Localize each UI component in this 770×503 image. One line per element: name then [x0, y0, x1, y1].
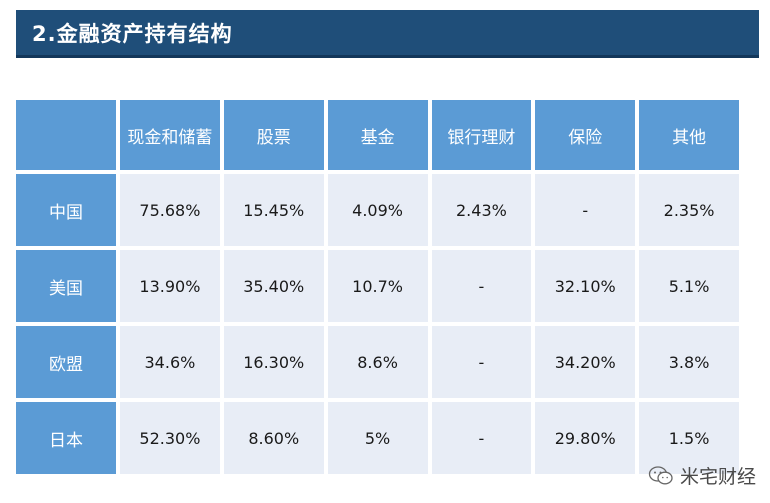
- table-cell: 5%: [327, 402, 428, 474]
- row-label-usa: 美国: [16, 250, 116, 322]
- header-bank-wealth-mgmt: 银行理财: [431, 100, 532, 170]
- header-insurance: 保险: [535, 100, 636, 170]
- row-label-china: 中国: [16, 174, 116, 246]
- header-funds: 基金: [327, 100, 428, 170]
- table-cell: 8.6%: [327, 326, 428, 398]
- page-title-bar: 2.金融资产持有结构: [16, 10, 759, 58]
- table-cell: 8.60%: [223, 402, 324, 474]
- header-other: 其他: [639, 100, 739, 170]
- watermark: 米宅财经: [648, 462, 756, 489]
- table-cell: -: [535, 174, 636, 246]
- header-stocks: 股票: [223, 100, 324, 170]
- table-cell: 32.10%: [535, 250, 636, 322]
- watermark-text: 米宅财经: [679, 466, 756, 488]
- row-label-japan: 日本: [16, 402, 116, 474]
- table-cell: -: [431, 326, 532, 398]
- table-cell: 52.30%: [120, 402, 220, 474]
- header-cash-savings: 现金和储蓄: [120, 100, 220, 170]
- row-label-eu: 欧盟: [16, 326, 116, 398]
- asset-structure-table: 现金和储蓄 股票 基金 银行理财 保险 其他 中国 75.68% 15.45% …: [16, 100, 739, 474]
- table-cell: 2.43%: [431, 174, 532, 246]
- table-cell: 15.45%: [223, 174, 324, 246]
- table-cell: 34.6%: [120, 326, 220, 398]
- table-cell: 13.90%: [120, 250, 220, 322]
- page-title: 2.金融资产持有结构: [32, 21, 233, 46]
- table-cell: 5.1%: [639, 250, 739, 322]
- header-corner: [16, 100, 116, 170]
- table-cell: 10.7%: [327, 250, 428, 322]
- table-cell: 16.30%: [223, 326, 324, 398]
- table-cell: 29.80%: [535, 402, 636, 474]
- table-cell: 1.5%: [639, 402, 739, 474]
- table-cell: 3.8%: [639, 326, 739, 398]
- wechat-icon: [648, 465, 673, 484]
- table-cell: 75.68%: [120, 174, 220, 246]
- table-cell: 4.09%: [327, 174, 428, 246]
- table-cell: 2.35%: [639, 174, 739, 246]
- table-cell: -: [431, 402, 532, 474]
- table-cell: 34.20%: [535, 326, 636, 398]
- table-cell: 35.40%: [223, 250, 324, 322]
- table-cell: -: [431, 250, 532, 322]
